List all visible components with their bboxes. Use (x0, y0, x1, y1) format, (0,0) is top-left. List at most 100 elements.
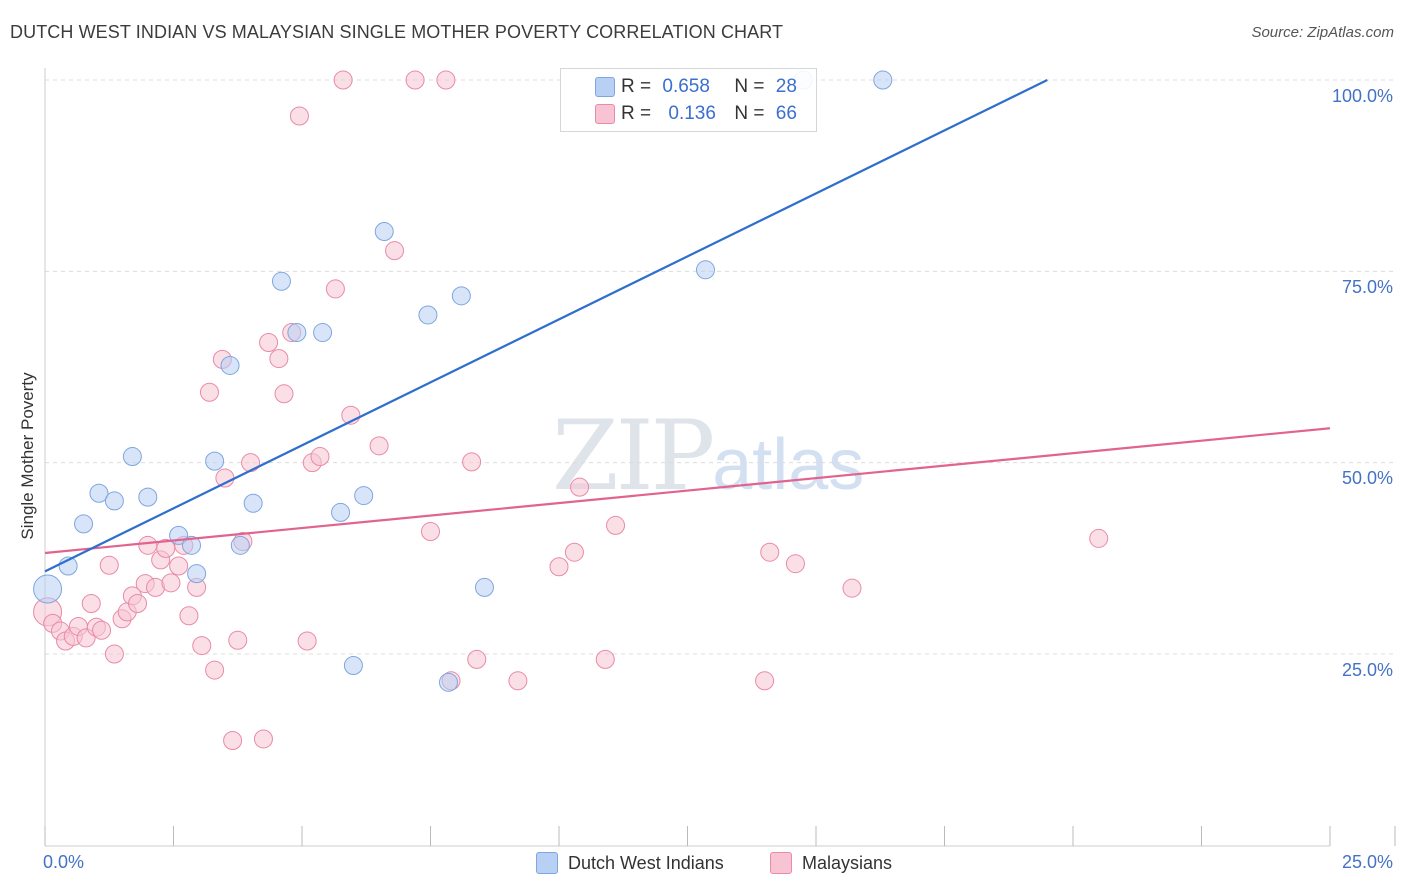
malaysian-point-31 (223, 730, 243, 750)
dutch-point-6 (138, 487, 158, 507)
malaysian-point-40 (289, 106, 309, 126)
y-tick-label-75: 75.0% (1341, 277, 1393, 297)
dutch-point-13 (243, 493, 263, 513)
dutch-point-27 (873, 70, 893, 90)
malaysian-point-50 (421, 522, 440, 542)
chart-title: DUTCH WEST INDIAN VS MALAYSIAN SINGLE MO… (10, 22, 784, 42)
malaysian-point-35 (253, 729, 273, 749)
legend-row-dutch: R = 0.658 N = 28 (595, 74, 797, 100)
malaysian-point-62 (760, 542, 780, 562)
malaysian-point-22 (169, 556, 189, 576)
dutch-point-21 (418, 305, 438, 325)
legend-item-malaysians[interactable]: Malaysians (770, 852, 892, 874)
dutch-point-10 (205, 451, 225, 471)
dutch-point-15 (287, 323, 307, 343)
legend-swatch-pink (770, 852, 792, 874)
legend-swatch-pink (595, 104, 615, 124)
malaysian-point-28 (205, 660, 225, 680)
dutch-point-25 (695, 260, 715, 280)
malaysian-point-54 (467, 649, 487, 669)
malaysian-point-51 (436, 70, 456, 90)
malaysian-point-56 (549, 557, 569, 577)
legend-n-label: N = (734, 76, 770, 97)
dutch-point-22 (438, 672, 458, 692)
legend-label-malaysian: Malaysians (802, 852, 893, 873)
malaysian-point-59 (595, 649, 615, 669)
y-tick-label-50: 50.0% (1341, 468, 1393, 488)
dutch-point-14 (271, 271, 291, 291)
legend-r-label: R = (621, 76, 657, 97)
dutch-point-5 (122, 447, 142, 467)
legend-item-dutch-west-indians[interactable]: Dutch West Indians (536, 852, 724, 874)
dutch-trendline (44, 79, 1048, 573)
legend-r-value: 0.136 (668, 103, 716, 124)
malaysian-point-61 (755, 671, 775, 691)
legend-r-value: 0.658 (662, 76, 710, 97)
malaysian-point-34 (241, 453, 261, 473)
x-tick-label-end: 25.0% (1341, 852, 1393, 872)
malaysian-point-60 (606, 515, 626, 535)
malaysian-point-41 (297, 631, 317, 651)
malaysian-point-65 (1089, 528, 1109, 548)
malaysian-point-64 (842, 578, 862, 598)
malaysian-point-21 (161, 573, 181, 593)
y-axis-label: Single Mother Poverty (18, 372, 37, 540)
malaysian-point-44 (325, 279, 345, 299)
legend-n-value: 28 (775, 76, 797, 97)
malaysian-point-37 (269, 349, 289, 369)
malaysian-point-32 (228, 630, 248, 650)
legend-row-malaysian: R = 0.136 N = 66 (595, 101, 797, 127)
chart-source: Source: ZipAtlas.com (1251, 24, 1394, 41)
malaysian-point-11 (104, 644, 124, 664)
dutch-point-9 (187, 564, 207, 584)
malaysian-point-36 (259, 333, 279, 353)
malaysian-point-10 (99, 555, 119, 575)
malaysian-point-17 (138, 535, 158, 555)
malaysian-point-27 (199, 382, 219, 402)
dutch-point-23 (451, 286, 471, 306)
malaysian-point-7 (81, 593, 101, 613)
dutch-point-11 (220, 355, 240, 375)
malaysian-point-9 (92, 620, 112, 640)
y-tick-label-25: 25.0% (1341, 660, 1393, 680)
dutch-point-24 (474, 577, 494, 597)
dutch-point-0 (33, 574, 63, 604)
malaysian-point-48 (385, 241, 405, 261)
data-points (33, 70, 1109, 750)
legend-n-label: N = (734, 103, 770, 124)
dutch-point-20 (374, 222, 394, 242)
dutch-point-16 (313, 323, 333, 343)
y-tick-label-100: 100.0% (1331, 86, 1393, 106)
stats-legend: R = 0.658 N = 28 R = 0.136 N = 66 (560, 68, 817, 132)
malaysian-point-49 (405, 70, 425, 90)
malaysian-point-26 (192, 636, 212, 656)
axes (44, 68, 1396, 847)
legend-swatch-blue (595, 77, 615, 97)
malaysian-point-53 (462, 452, 482, 472)
dutch-point-3 (89, 483, 109, 503)
malaysian-point-43 (310, 447, 330, 467)
legend-r-label: R = (621, 103, 657, 124)
grid (45, 79, 1395, 655)
dutch-point-18 (343, 655, 363, 675)
legend-label-dutch: Dutch West Indians (568, 852, 724, 873)
malaysian-point-55 (508, 671, 528, 691)
malaysian-point-47 (369, 436, 389, 456)
malaysian-point-24 (179, 606, 199, 626)
malaysian-point-63 (785, 554, 805, 574)
malaysian-point-45 (333, 70, 353, 90)
dutch-point-12 (230, 535, 250, 555)
legend-swatch-blue (536, 852, 558, 874)
legend-n-value: 66 (775, 103, 797, 124)
dutch-point-17 (331, 502, 351, 522)
dutch-point-4 (104, 491, 124, 511)
malaysian-point-15 (128, 593, 148, 613)
trendlines (44, 79, 1331, 573)
malaysian-point-58 (570, 477, 590, 497)
dutch-point-8 (181, 535, 201, 555)
malaysian-point-57 (564, 542, 584, 562)
x-tick-label-start: 0.0% (43, 852, 85, 872)
malaysian-trendline (44, 427, 1331, 555)
dutch-point-2 (74, 514, 94, 534)
